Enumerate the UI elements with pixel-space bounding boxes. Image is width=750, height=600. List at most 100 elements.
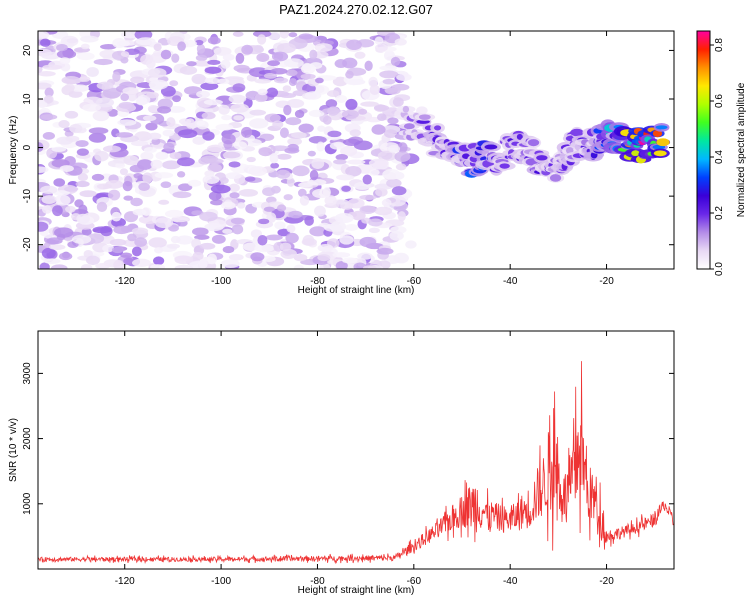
noise-blob (135, 37, 156, 46)
x-tick-label: -100 (211, 276, 231, 287)
noise-blob (65, 205, 76, 213)
noise-blob (153, 43, 162, 51)
colorbar-ticks: 0.0 0.2 0.4 0.6 0.8 (710, 38, 725, 276)
noise-blob (374, 206, 393, 216)
noise-blob (311, 158, 325, 169)
noise-blob (345, 98, 358, 110)
noise-blob (297, 182, 313, 188)
noise-blob (266, 87, 279, 98)
noise-blob (222, 246, 235, 254)
noise-blob (154, 172, 174, 179)
noise-blob (158, 199, 170, 205)
noise-blob (176, 157, 195, 167)
noise-blob (217, 78, 230, 85)
noise-blob (191, 73, 206, 85)
noise-blob (357, 252, 373, 260)
noise-blob (263, 72, 278, 79)
noise-blob (196, 120, 206, 126)
noise-blob (262, 187, 276, 197)
noise-blob (115, 132, 134, 138)
noise-blob (150, 159, 163, 169)
noise-blob (257, 34, 267, 45)
noise-blob (206, 144, 225, 153)
noise-blob (153, 256, 165, 266)
noise-blob (359, 194, 377, 200)
noise-blob (314, 43, 333, 52)
noise-blob (229, 192, 240, 199)
noise-blob (56, 43, 68, 52)
noise-blob (371, 124, 386, 135)
noise-blob (43, 95, 54, 104)
noise-blob (194, 234, 210, 240)
noise-blob (154, 217, 174, 229)
noise-blob (283, 194, 293, 201)
noise-blob (332, 252, 351, 258)
noise-blob (228, 183, 240, 193)
spectrogram-ylabel: Frequency (Hz) (8, 116, 19, 185)
noise-blob (232, 31, 244, 37)
noise-blob (270, 67, 288, 75)
noise-blob (339, 235, 354, 245)
noise-blob (376, 113, 387, 122)
noise-blob (171, 217, 189, 223)
noise-blob (130, 140, 149, 147)
noise-blob (264, 113, 281, 123)
noise-blob (120, 93, 129, 102)
noise-blob (395, 163, 407, 171)
noise-blob (327, 106, 340, 116)
noise-blob (236, 202, 246, 209)
signal-blob-core (403, 123, 415, 130)
noise-blob (285, 69, 298, 77)
noise-blob (293, 264, 304, 269)
noise-blob (362, 265, 377, 269)
noise-blob (130, 76, 145, 84)
noise-blob (392, 97, 404, 107)
noise-blob (369, 84, 380, 96)
noise-blob (162, 160, 181, 170)
colorbar: 0.0 0.2 0.4 0.6 0.8 Normalized spectral ampl… (696, 30, 747, 276)
noise-blob (118, 101, 135, 109)
noise-blob (354, 51, 366, 59)
noise-blob (83, 250, 93, 258)
noise-blob (317, 254, 331, 262)
x-tick-label: -120 (115, 576, 135, 587)
noise-blob (221, 114, 232, 121)
spectrogram-image (38, 31, 671, 269)
colorbar-label: Normalized spectral amplitude (736, 82, 747, 217)
noise-blob (76, 213, 90, 224)
noise-blob (309, 169, 319, 181)
noise-blob (213, 46, 232, 56)
noise-blob (396, 73, 412, 82)
noise-blob (38, 221, 49, 232)
noise-blob (109, 238, 127, 246)
noise-blob (91, 173, 105, 181)
x-tick-label: -20 (599, 276, 614, 287)
noise-blob (41, 205, 52, 214)
noise-blob (333, 159, 347, 165)
noise-blob (166, 106, 186, 113)
noise-blob (132, 258, 151, 267)
noise-blob (42, 131, 55, 140)
noise-blob (61, 76, 81, 85)
noise-blob (230, 217, 245, 225)
noise-blob (309, 226, 327, 237)
noise-blob (225, 172, 242, 180)
x-tick-label: -60 (407, 576, 422, 587)
noise-blob (381, 198, 392, 207)
noise-blob (178, 183, 193, 192)
noise-blob (145, 59, 156, 69)
noise-blob (405, 240, 417, 249)
noise-blob (285, 117, 302, 126)
signal-blob-core (653, 150, 667, 157)
noise-blob (228, 161, 241, 168)
noise-blob (166, 243, 180, 249)
noise-blob (96, 81, 114, 90)
noise-blob (102, 244, 115, 253)
noise-blob (38, 166, 49, 174)
noise-blob (210, 199, 224, 206)
noise-blob (345, 70, 354, 79)
x-tick-label: -60 (407, 276, 422, 287)
noise-blob (120, 51, 130, 57)
noise-blob (60, 35, 79, 47)
noise-blob (82, 103, 101, 112)
